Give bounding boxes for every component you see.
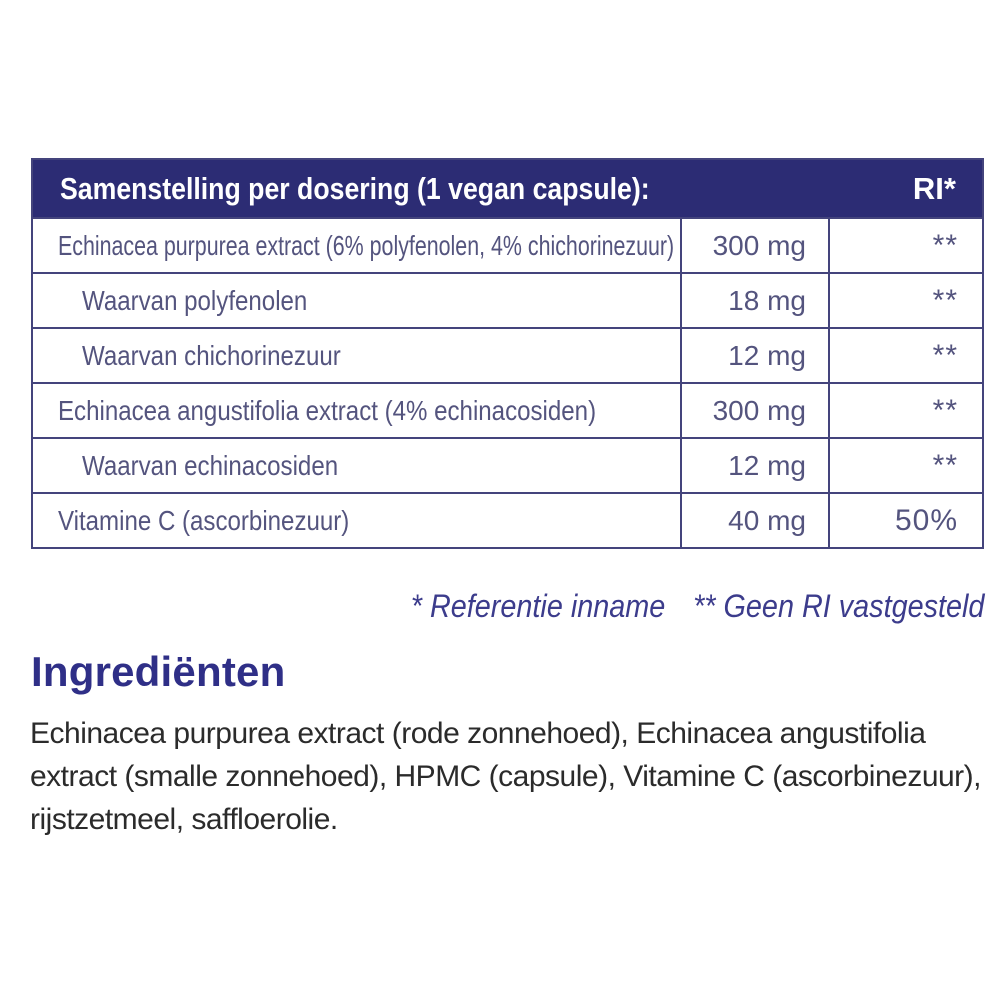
table-row: Vitamine C (ascorbinezuur) 40 mg 50% [33, 492, 982, 547]
table-footnote: * Referentie inname ** Geen RI vastgeste… [31, 588, 984, 625]
table-row: Waarvan echinacosiden 12 mg ** [33, 437, 982, 492]
ri-cell: ** [932, 228, 958, 262]
amount-cell: 40 mg [682, 494, 830, 547]
ingredient-name-cell: Waarvan chichorinezuur [33, 329, 682, 382]
ingredient-name: Vitamine C (ascorbinezuur) [58, 504, 350, 536]
ingredient-name: Echinacea angustifolia extract (4% echin… [58, 394, 597, 426]
ingredients-heading: Ingrediënten [31, 648, 286, 695]
ri-cell: 50% [894, 503, 958, 537]
ingredient-name: Echinacea purpurea extract (6% polyfenol… [58, 229, 675, 261]
composition-table: Samenstelling per dosering (1 vegan caps… [31, 158, 984, 549]
amount-cell: 12 mg [682, 329, 830, 382]
ingredient-name-cell: Echinacea angustifolia extract (4% echin… [33, 384, 682, 437]
composition-table-header: Samenstelling per dosering (1 vegan caps… [33, 160, 982, 217]
table-row: Waarvan chichorinezuur 12 mg ** [33, 327, 982, 382]
footnote-no-ri: ** Geen RI vastgesteld [692, 588, 984, 624]
table-row: Echinacea purpurea extract (6% polyfenol… [33, 217, 982, 272]
ri-cell: ** [932, 393, 958, 427]
ingredient-name: Waarvan echinacosiden [82, 449, 339, 481]
ingredient-name-cell: Waarvan polyfenolen [33, 274, 682, 327]
table-title-wrap: Samenstelling per dosering (1 vegan caps… [60, 171, 913, 207]
ri-cell: ** [932, 283, 958, 317]
table-row: Echinacea angustifolia extract (4% echin… [33, 382, 982, 437]
footnote-reference-intake: * Referentie inname [410, 588, 665, 624]
table-row: Waarvan polyfenolen 18 mg ** [33, 272, 982, 327]
amount-cell: 300 mg [682, 219, 830, 272]
ri-cell: ** [932, 338, 958, 372]
ingredient-name: Waarvan chichorinezuur [82, 339, 341, 371]
ingredients-text: Echinacea purpurea extract (rode zonneho… [30, 717, 982, 836]
footnote-text-wrap: * Referentie inname ** Geen RI vastgeste… [410, 588, 984, 625]
amount-cell: 12 mg [682, 439, 830, 492]
ingredient-name: Waarvan polyfenolen [82, 284, 308, 316]
ri-cell: ** [932, 448, 958, 482]
table-title: Samenstelling per dosering (1 vegan caps… [60, 170, 650, 206]
ri-column-header: RI* [912, 170, 956, 206]
ingredient-name-cell: Echinacea purpurea extract (6% polyfenol… [33, 219, 682, 272]
amount-cell: 300 mg [682, 384, 830, 437]
ingredient-name-cell: Waarvan echinacosiden [33, 439, 682, 492]
amount-cell: 18 mg [682, 274, 830, 327]
ingredient-name-cell: Vitamine C (ascorbinezuur) [33, 494, 682, 547]
